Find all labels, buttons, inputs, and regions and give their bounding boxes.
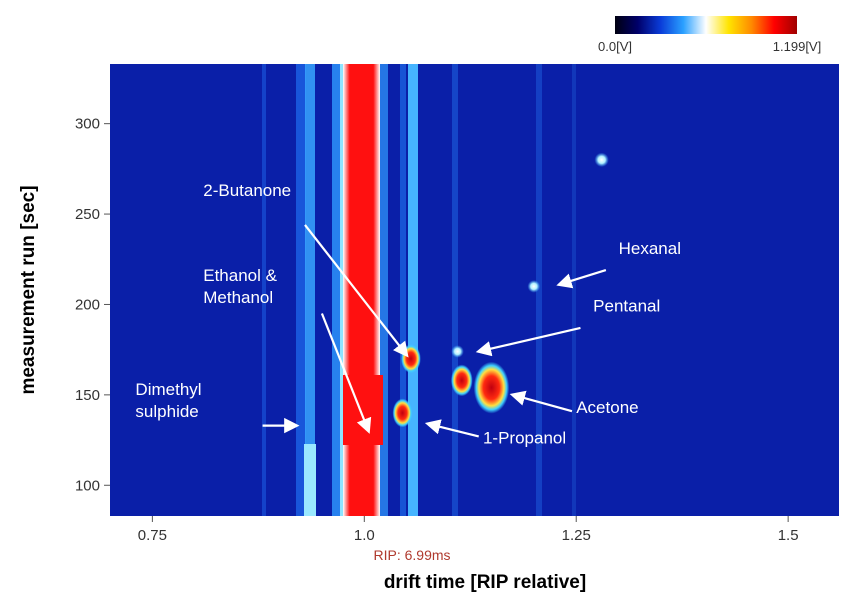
annotation-label: Dimethyl sulphide [135,380,201,421]
x-tick-label: 0.75 [138,527,167,544]
annotation-arrow [320,313,372,434]
annotation-line: sulphide [135,402,198,421]
colorbar-min-label: 0.0[V] [598,39,632,54]
peak-6 [451,345,464,358]
y-tick-label: 200 [75,296,100,313]
x-axis: 0.75 1.0 1.25 1.5 [138,516,799,544]
trace-band [296,64,306,516]
annotation-line: Dimethyl [135,380,201,399]
trace-band [452,64,458,516]
annotations-layer: 2-Butanone Ethanol & Methanol Dimethyl sulph… [135,181,681,448]
peak-2 [450,364,473,397]
annotation-arrow [424,419,480,438]
x-tick-label: 1.0 [354,527,375,544]
annotation-label: Ethanol & Methanol [203,266,277,307]
trace-band [572,64,576,516]
y-tick-label: 150 [75,387,100,404]
y-axis-title: measurement run [sec] [18,185,39,394]
annotation-line: Hexanal [619,239,681,258]
annotation-label: Pentanal [593,297,660,316]
trace-band [262,64,266,516]
rip-column [343,64,380,516]
trace-band [400,64,406,516]
peak-0 [401,344,421,374]
trace-band [304,444,316,516]
x-tick-label: 1.5 [778,527,799,544]
annotation-line: Acetone [576,398,638,417]
annotation-line: 1-Propanol [483,429,566,448]
x-axis-title: drift time [RIP relative] [384,572,586,593]
peak-3 [473,361,510,414]
annotation-arrow [475,326,581,357]
colorbar-max-label: 1.199[V] [773,39,821,54]
annotation-line: Pentanal [593,297,660,316]
plot-area [110,64,839,516]
peak-4 [594,152,609,168]
annotation-arrow [304,224,409,358]
y-tick-label: 300 [75,116,100,133]
trace-band [408,64,418,516]
trace-band [332,64,340,516]
y-axis: 100 150 200 250 300 [75,116,110,494]
trace-band [536,64,542,516]
annotation-label: 1-Propanol [483,429,566,448]
x-tick-label: 1.25 [562,527,591,544]
y-tick-label: 100 [75,477,100,494]
trace-band [305,64,315,516]
annotation-label: Acetone [576,398,638,417]
rip-shoulder [343,375,383,445]
annotation-line: Ethanol & [203,266,277,285]
peak-1 [392,398,413,428]
annotation-arrow [509,390,573,413]
annotation-arrow [556,269,607,289]
colorbar [615,16,797,34]
plot-background [110,64,839,516]
annotation-label: Hexanal [619,239,681,258]
rip-label: RIP: 6.99ms [373,547,450,563]
annotation-line: 2-Butanone [203,181,291,200]
peak-5 [527,280,541,293]
trace-band [380,64,388,516]
annotation-line: Methanol [203,288,273,307]
arrows-layer [262,224,607,438]
annotation-label: 2-Butanone [203,181,291,200]
y-tick-label: 250 [75,206,100,223]
